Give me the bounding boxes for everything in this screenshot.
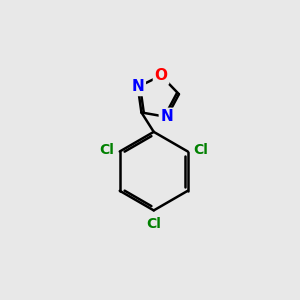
- Text: Cl: Cl: [194, 143, 208, 157]
- Text: O: O: [154, 68, 167, 83]
- Text: N: N: [131, 80, 144, 94]
- Text: Cl: Cl: [146, 217, 161, 231]
- Text: N: N: [160, 110, 173, 124]
- Text: Cl: Cl: [99, 143, 114, 157]
